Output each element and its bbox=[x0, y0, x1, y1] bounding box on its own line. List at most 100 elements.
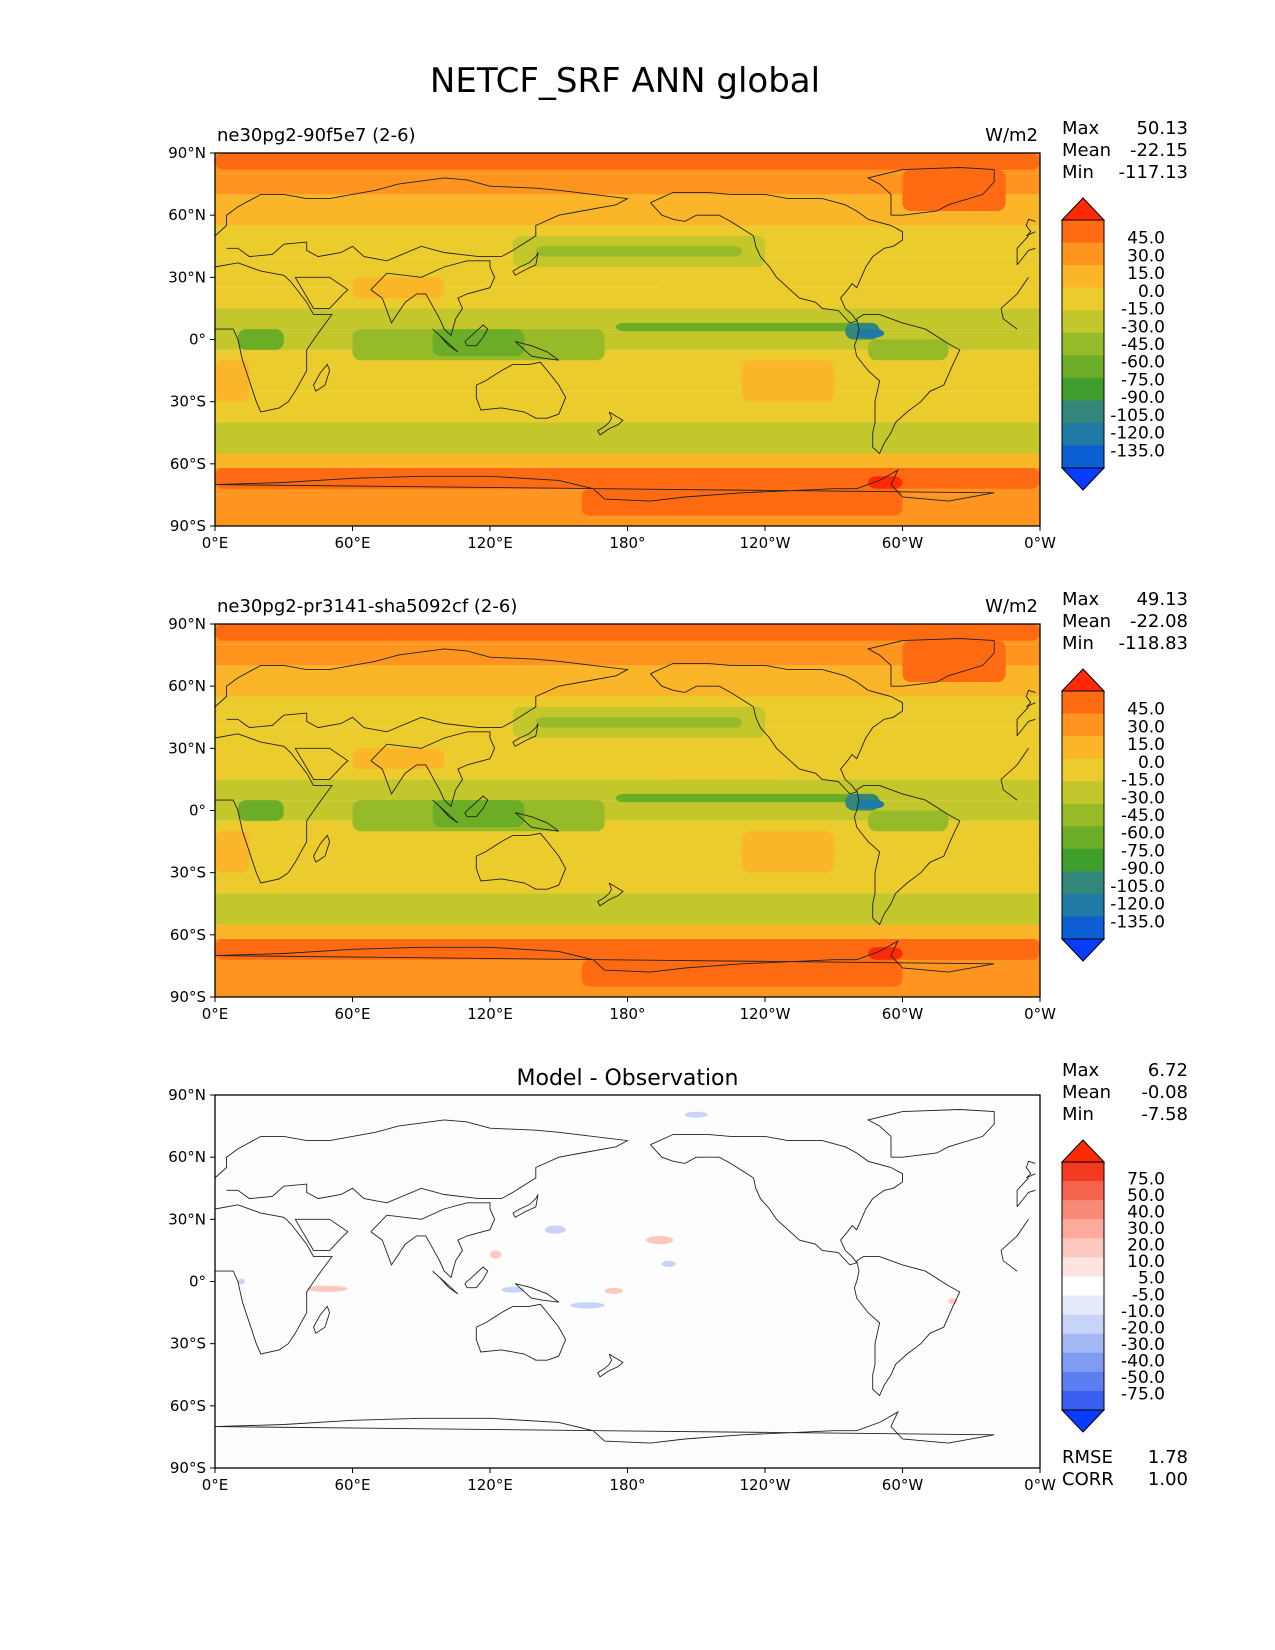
colorbar-level-label: -15.0 bbox=[1121, 300, 1165, 320]
colorbar-level-label: -40.0 bbox=[1121, 1351, 1165, 1371]
colorbar-segment bbox=[1062, 400, 1104, 424]
x-tick-label: 0°E bbox=[202, 1005, 229, 1023]
colorbar-segment bbox=[1062, 310, 1104, 334]
colorbar-level-label: 45.0 bbox=[1127, 229, 1165, 249]
coastline bbox=[215, 469, 995, 502]
y-tick-label: 60°N bbox=[168, 206, 206, 224]
colorbar-segment bbox=[1062, 1200, 1104, 1220]
colorbar-level-label: 40.0 bbox=[1127, 1203, 1165, 1223]
difference-patch bbox=[501, 1286, 525, 1293]
colorbar-level-label: -75.0 bbox=[1121, 370, 1165, 390]
difference-patch bbox=[948, 1298, 958, 1305]
field-region bbox=[215, 831, 250, 873]
colorbar-level-label: 45.0 bbox=[1127, 700, 1165, 720]
colorbar-segment bbox=[1062, 1276, 1104, 1297]
stat-label: Max bbox=[1062, 118, 1100, 139]
y-tick-label: 0° bbox=[189, 802, 206, 820]
coastline bbox=[215, 939, 995, 973]
colorbar-segment bbox=[1062, 1390, 1104, 1411]
colorbar-frame bbox=[1061, 1161, 1105, 1411]
colorbar-level-label: -75.0 bbox=[1121, 1384, 1165, 1404]
field-region bbox=[215, 938, 1040, 960]
field-band bbox=[215, 370, 1040, 392]
stat-value: -7.58 bbox=[1141, 1104, 1188, 1125]
coastline bbox=[514, 812, 560, 832]
field-region bbox=[661, 277, 788, 309]
colorbar-segment bbox=[1062, 332, 1104, 356]
field-band bbox=[215, 453, 1040, 468]
colorbar-level-label: -120.0 bbox=[1110, 895, 1165, 915]
colorbar-extend-top bbox=[1060, 668, 1106, 692]
colorbar-level-label: -30.0 bbox=[1121, 1335, 1165, 1355]
colorbar-level-label: -135.0 bbox=[1110, 912, 1165, 932]
y-tick-label: 90°S bbox=[170, 517, 206, 535]
field-region bbox=[581, 959, 903, 987]
colorbar-level-label: -105.0 bbox=[1110, 406, 1165, 426]
colorbar-segment bbox=[1062, 1371, 1104, 1392]
panel-title: Model - Observation bbox=[517, 1066, 739, 1091]
coastline bbox=[853, 314, 961, 455]
field-region bbox=[902, 169, 1006, 212]
colorbar-extend-top bbox=[1060, 1139, 1106, 1163]
y-tick-label: 90°N bbox=[168, 144, 206, 162]
colorbar-segment bbox=[1062, 916, 1104, 940]
colorbar-segment bbox=[1062, 220, 1104, 244]
coastline bbox=[294, 1218, 349, 1251]
colorbar-level-label: -75.0 bbox=[1121, 841, 1165, 861]
coastline bbox=[1025, 218, 1036, 237]
coastline bbox=[313, 363, 331, 392]
coastline bbox=[853, 1256, 961, 1397]
field-region bbox=[902, 640, 1006, 683]
stat-value: 50.13 bbox=[1136, 118, 1188, 139]
coastline bbox=[597, 411, 624, 436]
x-tick-label: 120°E bbox=[467, 534, 513, 552]
panel-units: W/m2 bbox=[985, 125, 1038, 146]
coastline bbox=[215, 177, 1036, 266]
coastline bbox=[650, 191, 903, 324]
map-panel-3: 0°E 60°E 120°E 180° 120°W 60°W 0°W 90°N 60°N 30°N… bbox=[168, 1060, 1188, 1494]
y-tick-label: 60°S bbox=[170, 926, 206, 944]
stat-value: -117.13 bbox=[1119, 162, 1188, 183]
field-region bbox=[237, 329, 284, 350]
coastline bbox=[475, 1303, 567, 1361]
x-tick-label: 60°E bbox=[334, 1476, 370, 1494]
figure-title: NETCF_SRF ANN global bbox=[430, 61, 820, 101]
x-tick-label: 0°E bbox=[202, 1476, 229, 1494]
colorbar-level-label: -45.0 bbox=[1121, 335, 1165, 355]
field-band bbox=[215, 391, 1040, 423]
coastline bbox=[432, 328, 459, 353]
colorbar-level-label: 30.0 bbox=[1127, 717, 1165, 737]
field-1 bbox=[215, 153, 1040, 526]
colorbar-segment bbox=[1062, 1219, 1104, 1239]
colorbar-level-label: -120.0 bbox=[1110, 424, 1165, 444]
y-tick-label: 30°N bbox=[168, 268, 206, 286]
colorbar-frame bbox=[1061, 690, 1105, 940]
stat-label: CORR bbox=[1062, 1469, 1114, 1490]
stat-label: Max bbox=[1062, 1060, 1100, 1081]
colorbar-segment bbox=[1062, 445, 1104, 469]
colorbar-segment bbox=[1062, 1352, 1104, 1373]
coastline bbox=[853, 785, 961, 926]
field-region bbox=[742, 831, 834, 873]
coastline bbox=[294, 747, 349, 780]
colorbar-level-label: -135.0 bbox=[1110, 441, 1165, 461]
field-region bbox=[215, 467, 1040, 489]
colorbar-segment bbox=[1062, 1314, 1104, 1335]
difference-patch bbox=[684, 1111, 708, 1118]
stat-value: -0.08 bbox=[1141, 1082, 1188, 1103]
field-band bbox=[215, 758, 1040, 780]
field-3 bbox=[215, 1095, 1040, 1468]
colorbar-level-label: 30.0 bbox=[1127, 1219, 1165, 1239]
colorbar-extend-bottom bbox=[1060, 467, 1106, 491]
colorbar-segment bbox=[1062, 803, 1104, 827]
field-region bbox=[237, 800, 284, 821]
coastline bbox=[866, 1109, 995, 1158]
field-region bbox=[352, 277, 445, 299]
coastline bbox=[597, 882, 624, 907]
colorbar-segment bbox=[1062, 736, 1104, 760]
coastline bbox=[514, 1283, 560, 1303]
colorbar-level-label: 50.0 bbox=[1127, 1186, 1165, 1206]
y-tick-label: 30°N bbox=[168, 1210, 206, 1228]
stat-value: -118.83 bbox=[1119, 633, 1188, 654]
coastline bbox=[512, 723, 539, 747]
